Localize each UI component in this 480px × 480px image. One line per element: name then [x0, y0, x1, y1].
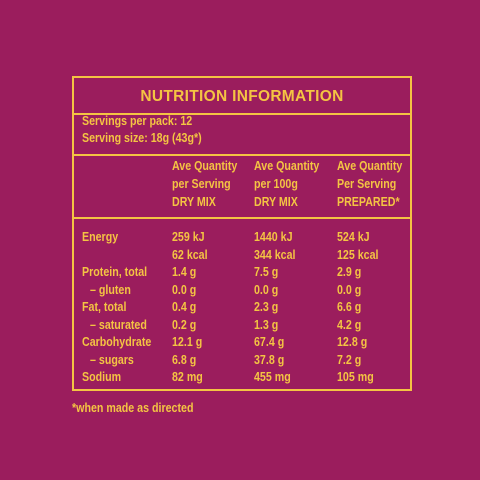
cell-value: 2.9 g [337, 264, 362, 279]
column-header: Ave Quantity [172, 158, 238, 173]
cell-value: 0.2 g [172, 316, 197, 332]
cell-value: 0.0 g [337, 281, 362, 297]
cell-value: 2.3 g [254, 299, 279, 314]
row-label: – sugars [90, 351, 134, 367]
cell-value: 4.2 g [337, 316, 362, 332]
cell-value: 12.1 g [172, 334, 203, 349]
column-header: DRY MIX [254, 194, 298, 209]
divider [72, 113, 412, 115]
cell-value: 344 kcal [254, 246, 296, 262]
cell-value: 12.8 g [337, 334, 368, 349]
row-label: Fat, total [82, 299, 127, 314]
cell-value: 67.4 g [254, 334, 285, 349]
cell-value: 37.8 g [254, 351, 285, 367]
column-header: per Serving [172, 176, 231, 191]
cell-value: 125 kcal [337, 246, 379, 262]
cell-value: 0.0 g [172, 281, 197, 297]
divider [72, 217, 412, 219]
row-label: Carbohydrate [82, 334, 152, 349]
serving-info: Serving size: 18g (43g*) [82, 130, 202, 145]
cell-value: 524 kJ [337, 229, 370, 244]
row-label: Sodium [82, 369, 122, 384]
cell-value: 0.0 g [254, 281, 279, 297]
cell-value: 455 mg [254, 369, 291, 384]
cell-value: 1440 kJ [254, 229, 293, 244]
column-header: Per Serving [337, 176, 397, 191]
cell-value: 0.4 g [172, 299, 197, 314]
table-border [72, 76, 412, 391]
row-label: Protein, total [82, 264, 148, 279]
cell-value: 259 kJ [172, 229, 205, 244]
divider [72, 154, 412, 156]
title: NUTRITION INFORMATION [140, 88, 344, 105]
cell-value: 1.4 g [172, 264, 197, 279]
row-label: – gluten [90, 281, 131, 297]
column-header: Ave Quantity [337, 158, 403, 173]
row-label: Energy [82, 229, 119, 244]
cell-value: 6.6 g [337, 299, 362, 314]
cell-value: 7.2 g [337, 351, 362, 367]
cell-value: 105 mg [337, 369, 374, 384]
cell-value: 1.3 g [254, 316, 279, 332]
cell-value: 6.8 g [172, 351, 197, 367]
serving-info: Servings per pack: 12 [82, 113, 193, 128]
column-header: PREPARED* [337, 194, 400, 209]
column-header: per 100g [254, 176, 298, 191]
cell-value: 62 kcal [172, 246, 208, 262]
cell-value: 7.5 g [254, 264, 279, 279]
cell-value: 82 mg [172, 369, 203, 384]
column-header: Ave Quantity [254, 158, 320, 173]
row-label: – saturated [90, 316, 147, 332]
footnote: *when made as directed [72, 400, 194, 415]
column-header: DRY MIX [172, 194, 216, 209]
